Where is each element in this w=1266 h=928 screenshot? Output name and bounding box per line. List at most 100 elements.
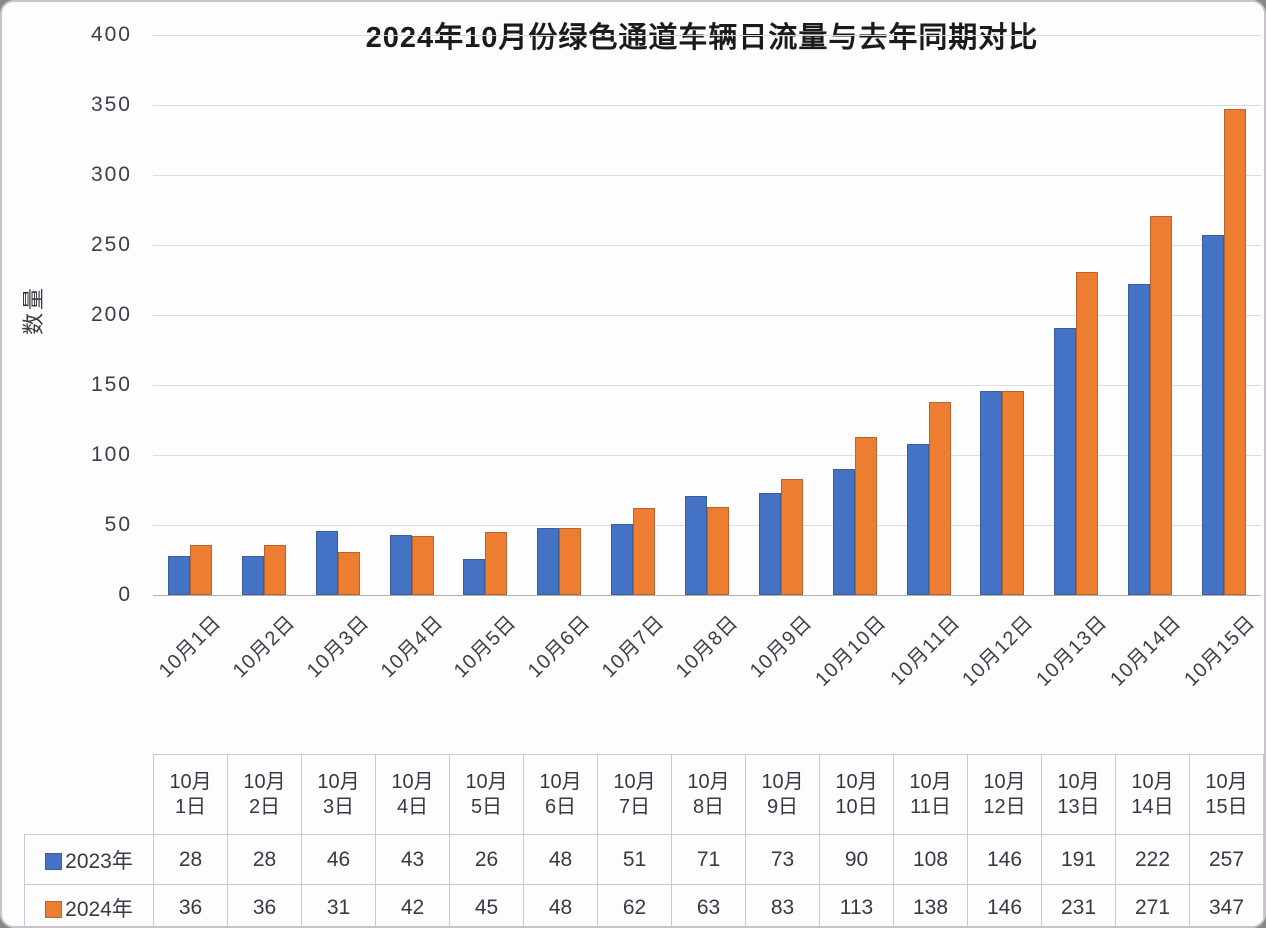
bar-2023-day12 (980, 391, 1002, 595)
gridline (153, 175, 1261, 176)
bar-2023-day10 (833, 469, 855, 595)
bar-2024-day6 (559, 528, 581, 595)
y-tick-label: 0 (118, 583, 132, 606)
bar-2024-day3 (338, 552, 360, 595)
table-header-cell: 10月 8日 (671, 754, 746, 835)
bar-2023-day13 (1054, 328, 1076, 595)
bar-2023-day15 (1202, 235, 1224, 595)
table-value-cell: 222 (1115, 834, 1190, 885)
x-tick-label: 10月11日 (886, 611, 965, 690)
bar-2024-day14 (1150, 216, 1172, 595)
table-value-cell: 36 (153, 884, 228, 926)
x-tick-label: 10月15日 (1180, 611, 1260, 691)
table-series-row: 2023年 28 28 46 43 26 48 51 71 73 90 108 146 191 222 257 (24, 834, 1264, 885)
table-header-cell: 10月 7日 (597, 754, 672, 835)
table-value-cell: 257 (1189, 834, 1264, 885)
gridline (153, 105, 1261, 106)
x-tick-label: 10月6日 (523, 611, 595, 683)
data-table: 10月 1日 10月 2日 10月 3日 10月 4日 10月 5日 10月 6日 10月 7日 10月 8日… (24, 754, 1264, 926)
table-header-cell: 10月 3日 (301, 754, 376, 835)
table-series-row: 2024年 36 36 31 42 45 48 62 63 83 113 138 146 231 271 34… (24, 884, 1264, 926)
bar-2024-day8 (707, 507, 729, 595)
bar-2023-day8 (685, 496, 707, 595)
x-axis-line (153, 595, 1261, 596)
gridline (153, 455, 1261, 456)
table-value-cell: 73 (745, 834, 820, 885)
gridline (153, 315, 1261, 316)
x-tick-label: 10月1日 (154, 611, 226, 683)
bar-2023-day3 (316, 531, 338, 595)
bar-2023-day6 (537, 528, 559, 595)
table-value-cell: 83 (745, 884, 820, 926)
y-tick-label: 50 (104, 513, 132, 536)
bar-2023-day11 (907, 444, 929, 595)
y-tick-label: 350 (90, 93, 132, 116)
bar-2023-day4 (390, 535, 412, 595)
gridline (153, 245, 1261, 246)
table-value-cell: 113 (819, 884, 894, 926)
table-header-cell: 10月 13日 (1041, 754, 1116, 835)
x-tick-label: 10月13日 (1032, 611, 1112, 691)
y-tick-label: 150 (90, 373, 132, 396)
table-value-cell: 45 (449, 884, 524, 926)
table-header-cell: 10月 9日 (745, 754, 820, 835)
table-value-cell: 51 (597, 834, 672, 885)
bar-2024-day4 (412, 536, 434, 595)
x-tick-label: 10月7日 (597, 611, 669, 683)
bar-2023-day7 (611, 524, 633, 595)
x-tick-label: 10月9日 (745, 611, 817, 683)
x-tick-label: 10月8日 (671, 611, 743, 683)
bar-2024-day5 (485, 532, 507, 595)
table-value-cell: 28 (227, 834, 302, 885)
table-value-cell: 71 (671, 834, 746, 885)
gridline (153, 385, 1261, 386)
bar-2024-day7 (633, 508, 655, 595)
table-value-cell: 62 (597, 884, 672, 926)
table-header-cell: 10月 14日 (1115, 754, 1190, 835)
table-value-cell: 63 (671, 884, 746, 926)
chart-title: 2024年10月份绿色通道车辆日流量与去年同期对比 (365, 22, 1039, 54)
x-tick-label: 10月3日 (302, 611, 374, 683)
table-value-cell: 231 (1041, 884, 1116, 926)
table-value-cell: 46 (301, 834, 376, 885)
table-value-cell: 36 (227, 884, 302, 926)
legend-key-2024 (45, 900, 63, 918)
table-value-cell: 26 (449, 834, 524, 885)
table-header-cell: 10月 4日 (375, 754, 450, 835)
bar-2024-day13 (1076, 272, 1098, 595)
x-tick-label: 10月12日 (958, 611, 1038, 691)
series-label-cell: 2024年 (24, 884, 154, 926)
table-value-cell: 48 (523, 834, 598, 885)
bar-2024-day11 (929, 402, 951, 595)
legend-key-2023 (45, 852, 63, 870)
bar-2024-day9 (781, 479, 803, 595)
table-header-cell: 10月 11日 (893, 754, 968, 835)
table-header-cell: 10月 6日 (523, 754, 598, 835)
y-tick-label: 200 (90, 303, 132, 326)
table-value-cell: 347 (1189, 884, 1264, 926)
table-header-cell: 10月 10日 (819, 754, 894, 835)
table-value-cell: 138 (893, 884, 968, 926)
bar-2023-day1 (168, 556, 190, 595)
table-value-cell: 108 (893, 834, 968, 885)
bar-2024-day12 (1002, 391, 1024, 595)
table-value-cell: 31 (301, 884, 376, 926)
table-value-cell: 43 (375, 834, 450, 885)
bar-2023-day5 (463, 559, 485, 595)
x-tick-label: 10月14日 (1106, 611, 1186, 691)
bar-2023-day9 (759, 493, 781, 595)
table-header-cell: 10月 12日 (967, 754, 1042, 835)
table-value-cell: 146 (967, 834, 1042, 885)
x-tick-label: 10月5日 (449, 611, 521, 683)
table-header-cell: 10月 1日 (153, 754, 228, 835)
table-value-cell: 28 (153, 834, 228, 885)
table-header-cell: 10月 2日 (227, 754, 302, 835)
series-label-cell: 2023年 (24, 834, 154, 885)
x-tick-label: 10月2日 (228, 611, 300, 683)
bar-2024-day2 (264, 545, 286, 595)
table-header-cell: 10月 15日 (1189, 754, 1264, 835)
plot-area (153, 35, 1261, 596)
bar-2024-day15 (1224, 109, 1246, 595)
table-value-cell: 146 (967, 884, 1042, 926)
table-corner-cell (25, 755, 154, 835)
